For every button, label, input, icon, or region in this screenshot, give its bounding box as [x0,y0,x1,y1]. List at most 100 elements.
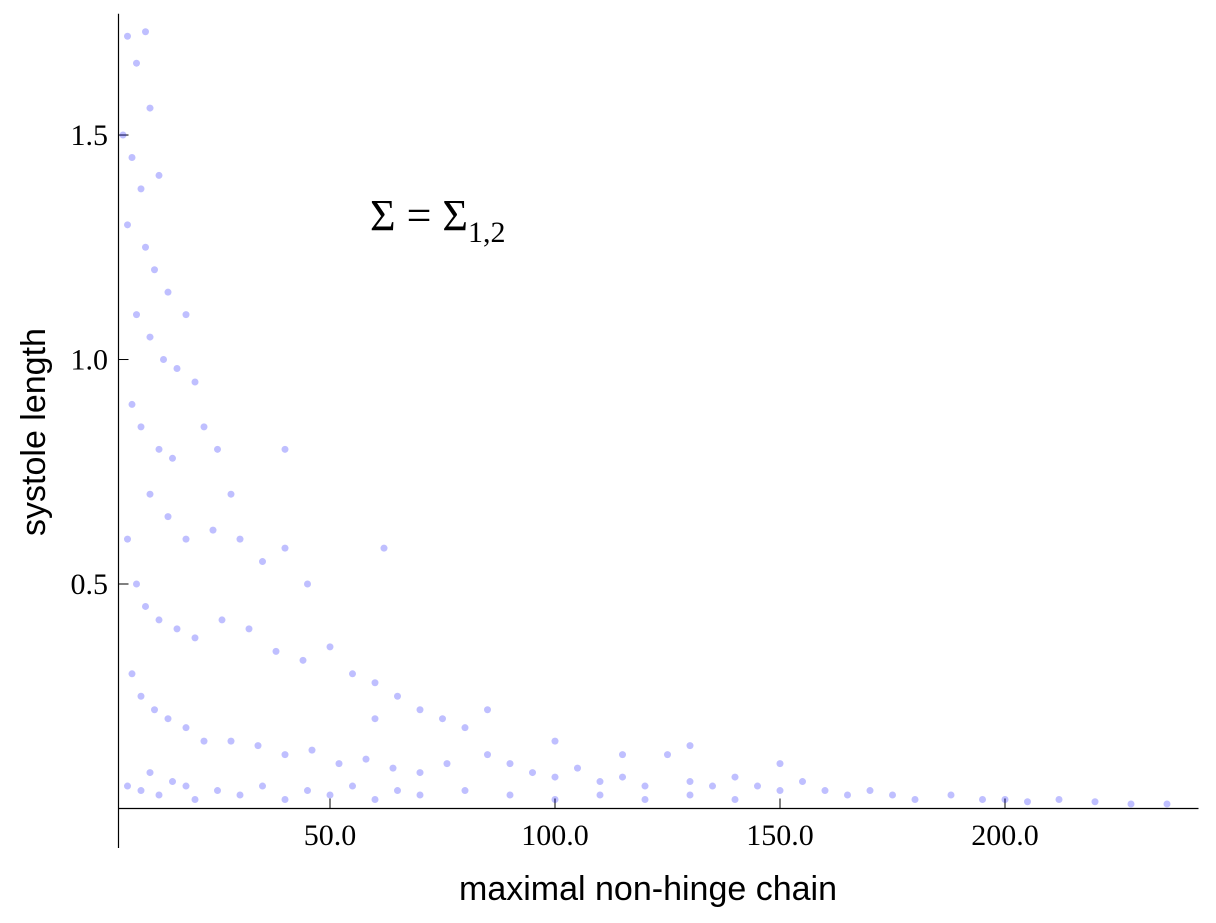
point [574,764,581,772]
y-tick-label: 1.0 [71,344,109,377]
point [155,791,163,799]
point [394,692,401,700]
point [349,782,356,790]
point [1091,798,1099,806]
point [380,544,388,552]
point [281,796,289,804]
point [371,715,379,723]
point [124,32,131,40]
point [137,787,145,795]
point [484,706,491,714]
point [142,243,149,251]
annotation-text: Σ = Σ [370,191,468,240]
point [1163,800,1171,808]
point [911,796,919,804]
point [169,454,176,462]
point [709,782,716,790]
point [151,266,158,274]
y-axis-label: systole length [15,328,53,536]
point [164,513,172,521]
point [686,742,694,750]
point [281,445,289,453]
x-tick-label: 150.0 [746,819,814,852]
point [119,131,127,139]
point [362,755,370,763]
point [506,791,514,799]
point [200,423,208,431]
x-axis-label: maximal non-hinge chain [459,870,837,908]
point [191,634,199,642]
point [214,787,221,795]
point [443,760,451,768]
point [731,796,739,804]
y-tick-label: 0.5 [71,568,109,601]
point [146,769,154,777]
point [776,760,784,768]
point [551,737,559,745]
x-tick-label: 50.0 [304,819,357,852]
point [529,769,536,777]
y-tick-label: 1.5 [71,119,109,152]
point [416,706,424,714]
point [227,490,235,498]
point [686,778,694,786]
point [754,782,761,790]
point [151,706,158,714]
point [245,625,253,633]
point [641,796,649,804]
point [686,791,694,799]
point [371,679,379,687]
point [349,670,356,678]
point [326,643,334,651]
point [1001,796,1009,804]
point [596,791,604,799]
point [664,751,671,759]
point [128,670,136,678]
point [124,782,131,790]
annotation-subscript: 1,2 [468,216,506,249]
point [1127,800,1135,808]
point [1024,798,1031,806]
point [124,221,131,229]
point [484,751,491,759]
point [389,764,397,772]
point [259,782,266,790]
point [227,737,235,745]
point [506,760,514,768]
point [335,760,343,768]
point [979,796,986,804]
point [259,558,266,566]
point [169,778,176,786]
point [947,791,955,799]
point [133,311,140,319]
point [821,787,829,795]
point [214,445,221,453]
point [439,715,446,723]
point [416,791,424,799]
point [304,787,311,795]
point [461,787,469,795]
point [164,715,172,723]
point [155,445,163,453]
point [416,769,424,777]
point [128,400,136,408]
point [218,616,226,624]
point [133,580,140,588]
point [866,787,874,795]
point [137,423,145,431]
point [254,742,262,750]
point [551,796,559,804]
point [173,625,181,633]
point [191,378,199,386]
point [124,535,131,543]
point [146,490,154,498]
point [164,288,172,296]
point [142,602,149,610]
point [371,796,379,804]
point [182,724,190,732]
point [146,333,154,341]
point [142,28,149,36]
point [137,692,145,700]
